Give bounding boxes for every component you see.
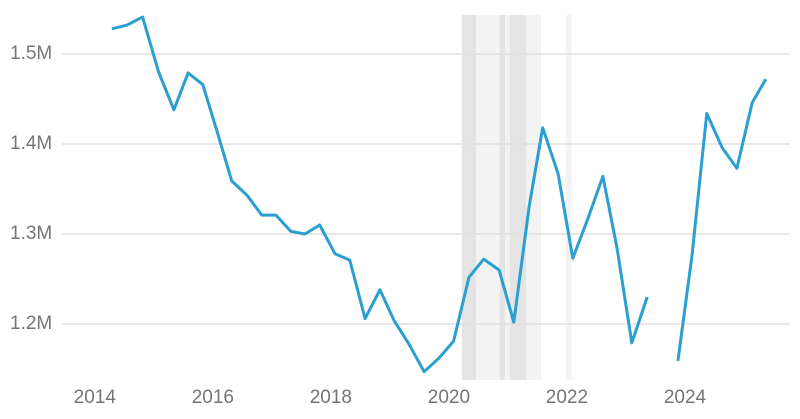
x-tick-label: 2024: [664, 387, 707, 408]
x-tick-label: 2016: [192, 387, 234, 408]
shaded-band: [476, 15, 500, 380]
shaded-band: [499, 15, 505, 380]
data-line: [111, 15, 768, 374]
x-tick-label: 2018: [310, 387, 352, 408]
shaded-band: [504, 15, 510, 380]
shaded-band: [565, 15, 572, 380]
y-tick-label: 1.3M: [10, 223, 52, 244]
x-tick-label: 2020: [428, 387, 470, 408]
y-tick-label: 1.5M: [10, 43, 52, 64]
shaded-band: [509, 15, 527, 380]
x-tick-label: 2022: [546, 387, 588, 408]
y-tick-label: 1.4M: [10, 133, 52, 154]
y-tick-label: 1.2M: [10, 313, 52, 334]
shaded-band: [461, 15, 477, 380]
shaded-band: [526, 15, 541, 380]
x-tick-label: 2014: [74, 387, 117, 408]
